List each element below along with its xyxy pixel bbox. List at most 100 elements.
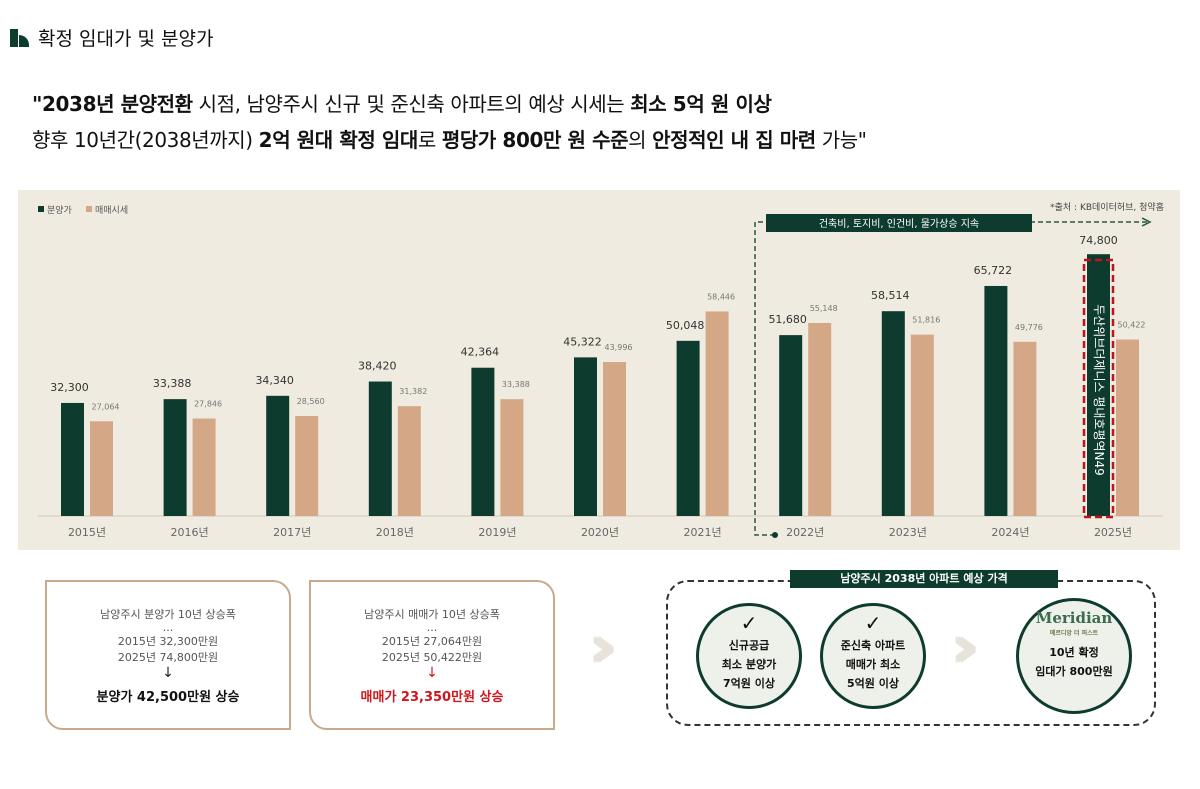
forecast-label: 남양주시 2038년 아파트 예상 가격	[790, 570, 1058, 588]
brand-logo: Meridian	[1035, 609, 1113, 627]
box-line-2015: 2015년 27,064만원	[381, 635, 483, 648]
bar-market-price	[295, 416, 319, 516]
bar-sale-price	[163, 399, 187, 516]
x-tick-label: 2018년	[376, 526, 414, 539]
data-label-sale: 74,800	[1079, 234, 1118, 247]
data-label-market: 58,446	[707, 292, 735, 301]
box-line-2015: 2015년 32,300만원	[117, 635, 219, 648]
semi-new-circle: ✓ 준신축 아파트 매매가 최소 5억원 이상	[820, 603, 926, 709]
headline-segment: 최소 5억 원 이상	[630, 92, 772, 116]
circle-line: 최소 분양가	[721, 658, 777, 671]
bar-sale-price	[676, 340, 700, 516]
bar-market-price	[1013, 341, 1037, 516]
bar-market-price	[90, 421, 113, 516]
check-icon: ✓	[740, 611, 758, 635]
box-line-2025: 2025년 74,800만원	[117, 651, 219, 664]
headline-segment: 시점, 남양주시 신규 및 준신축 아파트의 예상 시세는	[192, 92, 631, 116]
bar-market-price	[397, 406, 421, 516]
headline-segment: 안정적인 내 집 마련	[652, 128, 816, 152]
x-tick-label: 2025년	[1094, 526, 1132, 539]
bar-market-price	[603, 362, 626, 516]
x-tick-label: 2022년	[786, 526, 824, 539]
data-label-market: 27,064	[92, 402, 120, 411]
headline-segment: 향후 10년간(2038년까지)	[32, 128, 259, 152]
data-label-sale: 51,680	[768, 313, 807, 326]
circle-line: 신규공급	[728, 639, 770, 652]
legend-label-sale: 분양가	[47, 205, 72, 216]
chart-source: *출처 : KB데이터허브, 청약홈	[1050, 201, 1164, 213]
box-title: 남양주시 매매가 10년 상승폭	[364, 608, 500, 621]
new-supply-circle: ✓ 신규공급 최소 분양가 7억원 이상	[696, 603, 802, 709]
circle-line: 준신축 아파트	[840, 639, 906, 652]
box-result: 분양가 42,500만원 상승	[96, 690, 240, 705]
bar-market-price	[910, 334, 934, 516]
x-tick-label: 2024년	[991, 526, 1029, 539]
box-result: 매매가 23,350만원 상승	[360, 690, 504, 705]
bar-market-price	[192, 418, 216, 516]
price-chart: 분양가 매매시세 *출처 : KB데이터허브, 청약홈 32,300 27,064 201…	[18, 190, 1180, 550]
headline-segment: "2038년 분양전환	[32, 92, 193, 116]
data-label-market: 33,388	[502, 380, 530, 389]
headline-line-1: "2038년 분양전환 시점, 남양주시 신규 및 준신축 아파트의 예상 시세…	[32, 86, 1172, 122]
data-label-sale: 32,300	[50, 381, 89, 394]
chevron-right-icon: ›››	[588, 612, 619, 682]
box-dots: ...	[426, 621, 438, 634]
data-label-market: 31,382	[399, 387, 427, 396]
highlight-vertical-label: 두산위브더제니스 평내호평역N49	[1092, 304, 1106, 476]
bar-sale-price	[574, 357, 597, 516]
market-price-rise-box: 남양주시 매매가 10년 상승폭 ... 2015년 27,064만원 2025…	[309, 580, 555, 730]
data-label-sale: 38,420	[358, 360, 397, 373]
bar-market-price	[500, 399, 524, 516]
bar-market-price	[808, 322, 832, 516]
data-label-market: 49,776	[1015, 323, 1043, 332]
legend-label-market: 매매시세	[95, 205, 128, 216]
data-label-market: 51,816	[912, 316, 940, 325]
x-tick-label: 2023년	[889, 526, 927, 539]
box-line-2025: 2025년 50,422만원	[381, 651, 483, 664]
x-tick-label: 2019년	[478, 526, 516, 539]
headline-segment: 의	[628, 128, 653, 152]
data-label-market: 50,422	[1118, 321, 1146, 330]
data-label-sale: 42,364	[461, 346, 500, 359]
legend-swatch-market	[86, 206, 92, 212]
circle-line: 7억원 이상	[723, 677, 775, 690]
headline-segment: 로	[417, 128, 442, 152]
box-dots: ...	[162, 621, 174, 634]
data-label-market: 27,846	[194, 400, 222, 409]
sale-price-rise-box: 남양주시 분양가 10년 상승폭 ... 2015년 32,300만원 2025…	[45, 580, 291, 730]
circle-line: 5억원 이상	[847, 677, 899, 690]
headline-segment: 평당가 800만 원 수준	[441, 128, 629, 152]
data-label-sale: 33,388	[153, 377, 192, 390]
headline-segment: 가능"	[815, 128, 867, 152]
section-header: 확정 임대가 및 분양가	[10, 24, 213, 51]
bar-market-price	[705, 311, 729, 516]
x-tick-label: 2021년	[684, 526, 722, 539]
meridian-circle: Meridian 메르디앙 더 퍼스트 10년 확정 임대가 800만원	[1016, 598, 1132, 714]
bar-sale-price	[61, 402, 84, 516]
check-icon: ✓	[864, 611, 882, 635]
annotation-badge	[766, 214, 1032, 232]
x-tick-label: 2016년	[171, 526, 209, 539]
bar-sale-price	[881, 311, 905, 516]
brand-subtitle: 메르디앙 더 퍼스트	[1049, 630, 1099, 637]
section-title: 확정 임대가 및 분양가	[38, 28, 214, 50]
highlight-frame	[1082, 258, 1115, 519]
bar-sale-price	[1087, 254, 1110, 516]
box-title: 남양주시 분양가 10년 상승폭	[100, 608, 236, 621]
headline: "2038년 분양전환 시점, 남양주시 신규 및 준신축 아파트의 예상 시세…	[32, 86, 1172, 158]
down-arrow-icon: ↓	[162, 665, 174, 681]
data-label-sale: 50,048	[666, 319, 705, 332]
arrow-start-dot	[772, 532, 778, 538]
legend-swatch-sale	[38, 206, 44, 212]
data-label-sale: 45,322	[563, 335, 602, 348]
circle-line: 10년 확정	[1049, 646, 1099, 659]
bar-sale-price	[984, 285, 1008, 516]
data-label-sale: 65,722	[974, 264, 1013, 277]
bar-sale-price	[266, 395, 290, 516]
bar-sale-price	[471, 367, 495, 516]
data-label-market: 28,560	[297, 397, 325, 406]
x-tick-label: 2020년	[581, 526, 619, 539]
data-label-market: 43,996	[605, 343, 633, 352]
bar-market-price	[1116, 339, 1139, 516]
